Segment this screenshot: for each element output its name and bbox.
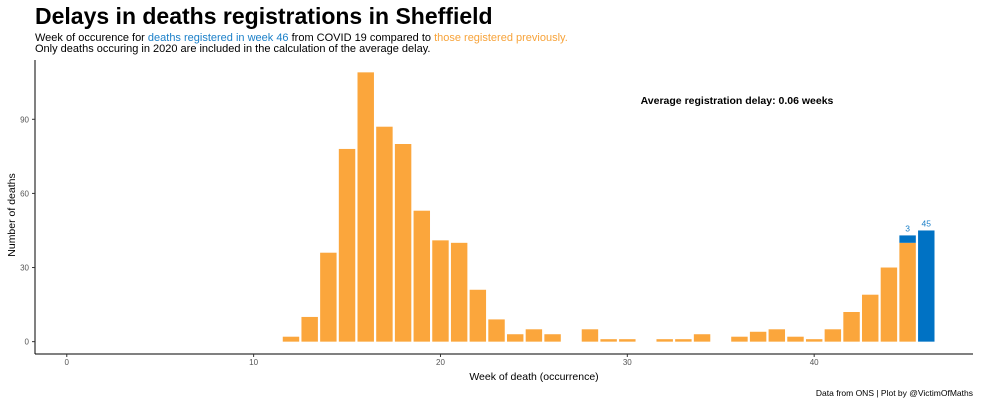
x-tick-label: 10 (249, 358, 258, 367)
bar-previous-week-39 (787, 336, 804, 342)
bar-previous-week-43 (862, 294, 879, 342)
subtitle-text-1: Week of occurence for (35, 32, 148, 44)
bar-previous-week-30 (619, 339, 636, 342)
bar-previous-week-25 (525, 329, 543, 342)
source-caption: Data from ONS | Plot by @VictimOfMaths (816, 388, 973, 398)
bar-previous-week-24 (506, 334, 524, 342)
bar-previous-week-41 (824, 329, 842, 342)
bar-previous-week-17 (376, 126, 393, 342)
bar-previous-week-15 (338, 148, 356, 342)
bar-previous-week-44 (880, 267, 898, 342)
bars-group (282, 72, 935, 342)
bar-previous-week-26 (544, 334, 561, 342)
data-labels: 3 45 (905, 218, 931, 233)
bar-previous-week-20 (432, 240, 449, 342)
bar-previous-week-14 (320, 252, 337, 342)
average-delay-annotation: Average registration delay: 0.06 weeks (641, 95, 834, 107)
bar-previous-week-13 (301, 316, 318, 342)
subtitle-previous-series: those registered previously. (434, 32, 568, 44)
bar-previous-week-29 (600, 339, 617, 342)
bar-previous-week-18 (394, 144, 412, 342)
y-axis-title: Number of deaths (6, 173, 18, 256)
y-tick-label: 90 (20, 115, 29, 124)
bar-previous-week-21 (450, 242, 468, 342)
chart-subtitle: Week of occurence for deaths registered … (35, 33, 568, 55)
bar-previous-week-23 (488, 319, 505, 342)
bar-data-label-week-45: 3 (905, 223, 910, 233)
bar-previous-week-33 (675, 339, 692, 342)
subtitle-text-2: from COVID 19 compared to (288, 32, 435, 44)
y-tick-label: 0 (25, 338, 30, 347)
x-tick-label: 0 (65, 358, 70, 367)
bar-previous-week-40 (805, 339, 823, 342)
bar-data-label-week-46: 45 (922, 218, 932, 228)
bar-previous-week-19 (413, 210, 431, 342)
bar-previous-week-28 (581, 329, 599, 342)
axis-ticks: 0 10 20 30 40 0 30 60 90 (20, 115, 819, 367)
bar-previous-week-34 (693, 334, 711, 342)
bar-previous-week-37 (749, 331, 767, 342)
subtitle-current-series: deaths registered in week 46 (147, 32, 289, 44)
bar-previous-week-12 (282, 336, 300, 342)
bar-previous-week-45 (899, 242, 916, 342)
x-tick-label: 30 (623, 358, 632, 367)
bar-current-week-46 (918, 230, 935, 342)
bar-previous-week-38 (768, 329, 786, 342)
bar-current-week-45 (899, 235, 916, 243)
y-tick-label: 30 (20, 264, 29, 273)
x-tick-label: 20 (436, 358, 445, 367)
bar-previous-week-36 (731, 336, 748, 342)
bar-previous-week-16 (357, 72, 374, 342)
bar-previous-week-22 (469, 289, 487, 342)
chart-title: Delays in deaths registrations in Sheffi… (35, 3, 493, 29)
bar-previous-week-32 (656, 339, 673, 342)
subtitle-line-2: Only deaths occuring in 2020 are include… (35, 43, 431, 55)
y-tick-label: 60 (20, 189, 29, 198)
x-tick-label: 40 (810, 358, 819, 367)
x-axis-title: Week of death (occurrence) (469, 371, 598, 383)
bar-previous-week-42 (843, 312, 860, 342)
